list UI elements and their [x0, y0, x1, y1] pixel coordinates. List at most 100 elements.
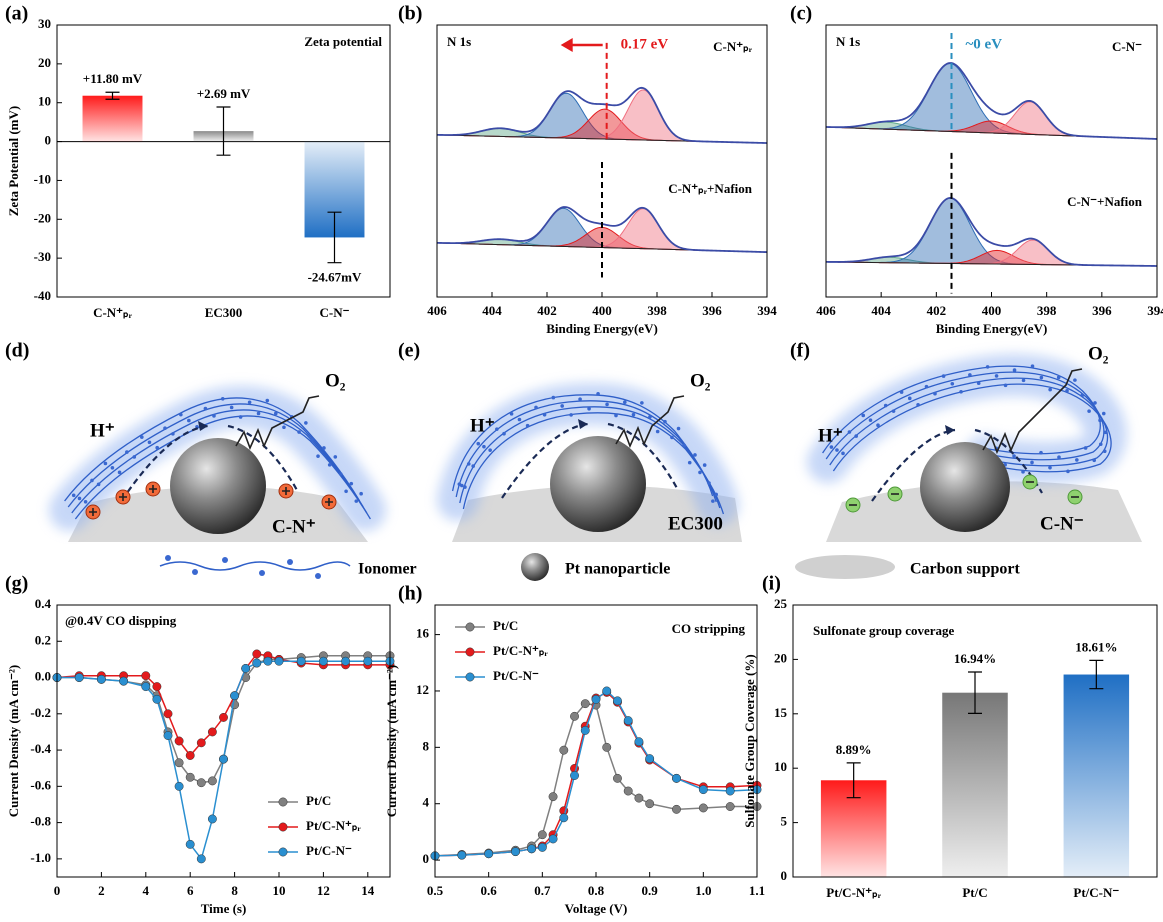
ionomer-dot: [883, 403, 888, 408]
ionomer-dot: [509, 412, 514, 416]
legend-ionomer-dot: [315, 573, 321, 579]
value-label: +11.80 mV: [83, 71, 143, 86]
charge-sign: [282, 487, 290, 495]
point: [152, 682, 162, 692]
x-tick-label: 0.8: [588, 883, 605, 898]
y-tick-label: 20: [38, 55, 51, 70]
spectrum-label: C-N⁻: [1112, 39, 1142, 54]
x-tick-label: 14: [361, 883, 375, 898]
panel-label: (a): [5, 3, 28, 25]
ionomer-dot: [495, 427, 499, 431]
point: [672, 773, 681, 783]
y-axis-label: Current Density (mA cm⁻²): [6, 665, 21, 817]
panel-label: (g): [5, 573, 28, 595]
x-tick-label: 1.0: [695, 883, 711, 898]
plot-frame: [56, 24, 391, 298]
panel-label: (f): [790, 340, 810, 362]
y-tick-label: -1.0: [30, 850, 51, 865]
y-tick-label: -40: [34, 288, 51, 303]
oxygen-label: O₂: [325, 370, 346, 391]
annotation: @0.4V CO dispping: [65, 613, 177, 628]
point: [230, 691, 240, 701]
ionomer-dot: [714, 492, 718, 497]
x-tick-label: C-N⁺ₚᵣ: [93, 305, 133, 320]
oxygen-path: [615, 395, 685, 449]
ionomer-dot: [829, 445, 834, 449]
legend-label: Pt/C-N⁻: [306, 843, 352, 858]
x-tick-label: 12: [317, 883, 330, 898]
x-tick-label: 0.6: [481, 883, 498, 898]
point: [634, 793, 644, 803]
ionomer-dot: [648, 415, 652, 419]
point: [570, 711, 579, 721]
ionomer-dot: [551, 395, 556, 400]
point: [296, 656, 306, 666]
ionomer-dot: [587, 407, 591, 411]
ionomer-dot: [187, 418, 191, 423]
y-tick-label: 16: [416, 626, 430, 641]
ionomer-dot: [83, 499, 88, 504]
pt-nanoparticle: [550, 436, 646, 532]
ionomer-dot: [297, 430, 301, 434]
ionomer-dot: [96, 482, 101, 487]
pt-nanoparticle: [170, 438, 266, 534]
x-tick-label: 400: [982, 303, 1002, 318]
y-tick-label: 0: [781, 868, 788, 883]
ionomer-dot: [117, 470, 122, 475]
series-line: [434, 702, 757, 857]
legend-marker: [278, 797, 288, 807]
y-tick-label: -10: [34, 171, 51, 186]
series-line: [434, 689, 758, 857]
ionomer-dot: [861, 413, 866, 418]
ionomer-dot: [125, 450, 129, 454]
ionomer-dot: [1073, 378, 1077, 382]
point: [537, 842, 547, 852]
ionomer-dot: [640, 401, 644, 405]
x-tick-label: 8: [231, 883, 238, 898]
ionomer-dot: [899, 390, 904, 394]
ionomer-dot: [155, 445, 159, 450]
ionomer-dot: [711, 499, 715, 503]
annotation: Zeta potential: [304, 34, 382, 49]
ionomer-dot: [847, 430, 852, 434]
ionomer-dot: [854, 434, 858, 438]
point: [207, 727, 217, 737]
point: [623, 786, 633, 796]
x-tick-label: Pt/C-N⁻: [1073, 885, 1119, 900]
legend-label: Pt nanoparticle: [565, 561, 670, 578]
point: [207, 814, 217, 824]
legend-label: Pt/C: [306, 793, 331, 808]
legend-label: Pt/C-N⁻: [493, 668, 539, 683]
ionomer-chain: [825, 371, 1105, 461]
ionomer-dot: [132, 455, 137, 459]
error-bar: [968, 671, 982, 714]
shift-arrowhead: [560, 38, 573, 52]
ionomer-chain: [462, 412, 725, 515]
point: [341, 656, 351, 666]
pt-nanoparticle: [920, 442, 1010, 532]
ionomer-dot: [907, 396, 912, 401]
ionomer-dot: [1066, 469, 1070, 474]
value-label: +2.69 mV: [197, 86, 251, 101]
ionomer-dot: [676, 426, 681, 431]
point: [548, 792, 558, 802]
ionomer-dot: [147, 440, 152, 445]
x-tick-label: 394: [757, 303, 777, 318]
legend-marker: [465, 672, 475, 682]
ionomer-dot: [835, 448, 839, 452]
legend-label: Pt/C: [493, 618, 518, 633]
ionomer-dot: [476, 441, 481, 446]
shift-label: ~0 eV: [966, 36, 1003, 52]
legend-ionomer-dot: [287, 559, 293, 565]
ionomer-dot: [682, 443, 687, 448]
point: [511, 847, 520, 857]
point: [548, 834, 558, 844]
ionomer-dot: [171, 432, 175, 436]
ionomer-dot: [110, 465, 115, 470]
y-axis-label: Zeta Potential (mV): [6, 106, 21, 216]
legend-label: Pt/C-N⁺ₚᵣ: [493, 643, 548, 658]
x-tick-label: 0: [54, 883, 61, 898]
ionomer-dot: [1087, 409, 1091, 413]
ionomer-chain: [71, 409, 368, 514]
